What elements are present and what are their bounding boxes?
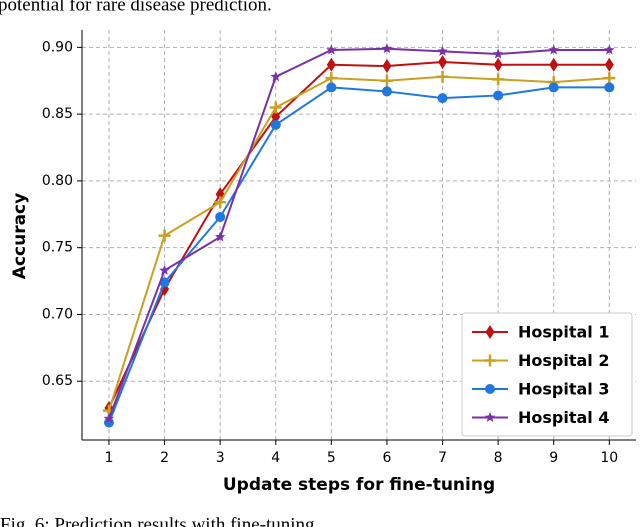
- marker: [214, 196, 227, 209]
- y-tick-label: 0.80: [42, 173, 73, 189]
- x-tick-label: 2: [160, 450, 169, 466]
- marker: [604, 82, 615, 93]
- marker: [326, 57, 336, 72]
- y-tick-label: 0.65: [42, 373, 73, 389]
- series-line: [108, 61, 610, 409]
- marker: [271, 109, 281, 124]
- marker: [270, 71, 281, 82]
- x-tick-label: 10: [600, 450, 618, 466]
- y-tick-label: 0.70: [42, 306, 73, 322]
- marker: [604, 44, 615, 55]
- y-tick-label: 0.75: [42, 240, 73, 256]
- marker: [159, 264, 170, 275]
- marker: [103, 413, 115, 424]
- x-tick-label: 6: [382, 450, 391, 466]
- series-line: [108, 75, 610, 411]
- legend-label: Hospital 1: [518, 323, 609, 342]
- marker: [493, 90, 504, 101]
- top-text: potential for rare disease prediction.: [0, 0, 272, 15]
- marker: [485, 325, 495, 339]
- marker: [548, 44, 559, 55]
- marker: [437, 93, 448, 104]
- marker: [215, 211, 226, 222]
- marker: [603, 72, 616, 85]
- marker: [380, 74, 393, 87]
- legend-box: [461, 312, 633, 437]
- legend-label: Hospital 2: [518, 351, 609, 370]
- marker: [437, 45, 448, 56]
- y-axis-label: Accuracy: [10, 193, 30, 279]
- marker: [214, 231, 226, 242]
- x-tick-label: 3: [216, 450, 225, 466]
- marker: [382, 59, 392, 74]
- marker: [326, 44, 337, 55]
- marker: [381, 43, 393, 54]
- x-tick-label: 4: [271, 450, 280, 466]
- marker: [604, 57, 614, 72]
- marker: [492, 48, 504, 59]
- x-tick-label: 8: [494, 450, 503, 466]
- marker: [270, 119, 281, 130]
- y-tick-label: 0.85: [42, 106, 73, 122]
- marker: [492, 73, 505, 86]
- marker: [158, 229, 171, 242]
- marker: [484, 412, 496, 422]
- marker: [325, 72, 338, 85]
- marker: [159, 277, 170, 288]
- marker: [548, 82, 559, 93]
- series-line: [108, 86, 610, 424]
- caption: Fig. 6: Prediction results with fine-tun…: [0, 514, 319, 527]
- marker: [438, 55, 448, 70]
- legend-label: Hospital 4: [518, 408, 609, 427]
- marker: [493, 57, 503, 72]
- marker: [436, 70, 449, 83]
- marker: [485, 384, 495, 394]
- marker: [326, 82, 337, 93]
- marker: [549, 57, 559, 72]
- x-tick-label: 7: [438, 450, 447, 466]
- series-line: [108, 47, 610, 419]
- marker: [484, 354, 496, 367]
- x-tick-label: 5: [327, 450, 336, 466]
- x-tick-label: 9: [549, 450, 558, 466]
- marker: [381, 86, 392, 97]
- x-tick-label: 1: [105, 450, 114, 466]
- y-tick-label: 0.90: [42, 39, 73, 55]
- marker: [269, 101, 282, 114]
- marker: [103, 417, 114, 428]
- x-axis-label: Update steps for fine-tuning: [223, 475, 495, 495]
- legend-label: Hospital 3: [518, 380, 609, 399]
